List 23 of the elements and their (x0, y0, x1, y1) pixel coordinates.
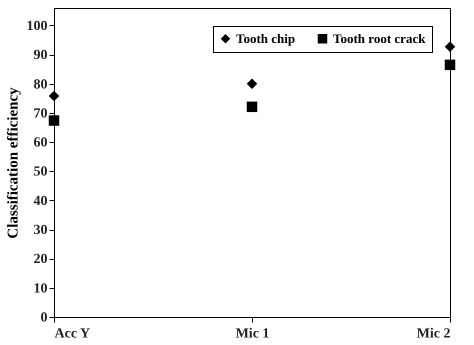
y-tick-label: 100 (26, 18, 48, 34)
y-tick-label: 0 (40, 310, 48, 326)
y-tick-label: 30 (34, 223, 48, 238)
point (444, 60, 456, 70)
point (246, 102, 258, 112)
y-tick-label: 70 (34, 106, 48, 122)
y-tick-label: 80 (34, 77, 48, 92)
x-tick-label: Mic 1 (236, 326, 270, 342)
point (246, 78, 258, 90)
y-tick-label: 40 (34, 194, 48, 209)
y-tick-label: 20 (34, 252, 48, 268)
x-tick-label: Acc Y (54, 326, 90, 342)
point (444, 42, 456, 52)
legend-label: Tooth chip (236, 30, 296, 46)
legend-label: Tooth root crack (333, 30, 426, 46)
y-tick-label: 60 (34, 136, 48, 151)
point (48, 90, 60, 102)
point (48, 115, 60, 126)
y-tick-label: 50 (34, 164, 48, 180)
x-tick-label: Mic 2 (416, 326, 450, 342)
y-tick-label: 90 (34, 48, 48, 64)
y-axis-title: Classification efficiency (6, 86, 22, 239)
y-tick-label: 10 (34, 281, 48, 296)
